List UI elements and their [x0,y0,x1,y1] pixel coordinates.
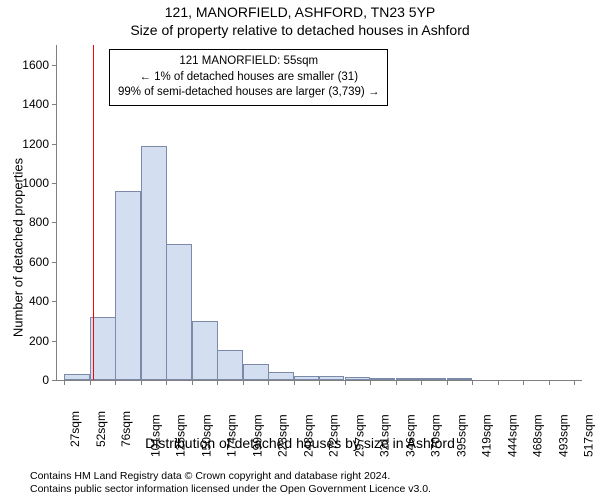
y-tick-label: 600 [29,255,49,269]
y-axis-label: Number of detached properties [11,138,26,358]
y-tick [52,341,57,342]
x-axis-label: Distribution of detached houses by size … [0,435,600,451]
annotation-box: 121 MANORFIELD: 55sqm ← 1% of detached h… [109,49,388,106]
x-tick [345,380,346,385]
x-tick [472,380,473,385]
y-tick-label: 0 [42,373,49,387]
annotation-line-3: 99% of semi-detached houses are larger (… [118,85,379,101]
chart-title: 121, MANORFIELD, ASHFORD, TN23 5YP [0,4,600,20]
histogram-bar [217,350,242,380]
y-tick [52,104,57,105]
chart-subtitle: Size of property relative to detached ho… [0,22,600,38]
histogram-bar [421,378,446,380]
histogram-bar [396,378,421,380]
x-tick [523,380,524,385]
x-tick [549,380,550,385]
footer-line-1: Contains HM Land Registry data © Crown c… [30,470,600,483]
x-tick [574,380,575,385]
y-tick [52,380,57,381]
histogram-bar [166,244,191,380]
annotation-line-2: ← 1% of detached houses are smaller (31) [118,70,379,86]
x-tick [166,380,167,385]
x-tick [90,380,91,385]
property-marker-line [93,45,94,380]
histogram-bar [141,146,166,381]
histogram-bar [447,378,472,380]
x-tick [498,380,499,385]
y-tick [52,144,57,145]
y-tick-label: 1400 [22,97,49,111]
footer-attribution: Contains HM Land Registry data © Crown c… [0,470,600,496]
y-tick-label: 1000 [22,176,49,190]
plot-area: 0200400600800100012001400160027sqm52sqm7… [56,45,582,381]
histogram-bar [115,191,140,380]
x-tick [421,380,422,385]
x-tick [319,380,320,385]
y-tick [52,222,57,223]
x-tick [447,380,448,385]
y-tick-label: 800 [29,215,49,229]
y-tick-label: 400 [29,294,49,308]
x-tick [294,380,295,385]
x-tick [115,380,116,385]
histogram-bar [64,374,89,380]
y-tick-label: 1600 [22,58,49,72]
x-tick [243,380,244,385]
footer-line-2: Contains public sector information licen… [30,483,600,496]
annotation-line-1: 121 MANORFIELD: 55sqm [118,54,379,70]
histogram-bar [319,376,344,380]
x-tick [141,380,142,385]
x-tick [192,380,193,385]
x-tick [396,380,397,385]
x-tick [268,380,269,385]
y-tick [52,65,57,66]
histogram-bar [243,364,268,380]
histogram-bar [192,321,217,380]
y-tick [52,262,57,263]
y-tick-label: 1200 [22,137,49,151]
y-tick-label: 200 [29,334,49,348]
x-tick [370,380,371,385]
histogram-bar [370,378,395,380]
histogram-bar [294,376,319,380]
x-tick [64,380,65,385]
y-tick [52,183,57,184]
histogram-bar [345,377,370,380]
x-tick [217,380,218,385]
y-tick [52,301,57,302]
histogram-bar [268,372,293,380]
